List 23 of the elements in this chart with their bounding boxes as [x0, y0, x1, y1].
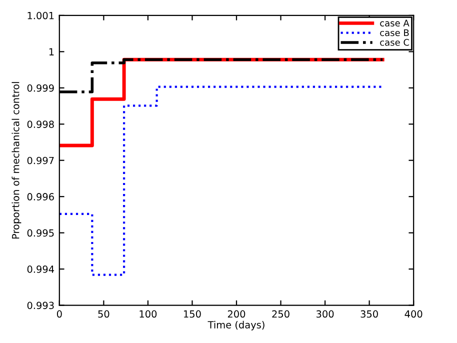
x-tick-label: 350	[360, 310, 378, 318]
y-tick-label: 0.993	[27, 302, 54, 310]
y-tick-label: 1	[49, 48, 54, 56]
x-tick-label: 300	[316, 310, 334, 318]
y-axis-title: Proportion of mechanical control	[12, 82, 22, 239]
legend-label: case C	[380, 38, 410, 46]
x-tick-label: 400	[404, 310, 422, 318]
y-tick-label: 0.998	[27, 120, 54, 128]
x-tick-label: 50	[98, 310, 110, 318]
legend-label: case A	[380, 20, 410, 26]
y-tick-label: 0.995	[27, 229, 54, 237]
y-tick-label: 0.999	[27, 84, 54, 92]
legend-label: case B	[380, 29, 409, 36]
x-tick-label: 100	[140, 310, 157, 318]
x-tick-label: 250	[272, 310, 290, 318]
x-tick-label: 0	[56, 310, 62, 318]
x-tick-label: 200	[228, 310, 246, 318]
y-tick-label: 0.997	[27, 156, 54, 164]
x-axis-title: Time (days)	[208, 320, 264, 330]
y-tick-label: 1.001	[28, 12, 54, 20]
x-tick-label: 150	[184, 310, 201, 318]
y-tick-label: 0.994	[27, 266, 54, 273]
y-tick-label: 0.996	[27, 193, 54, 200]
